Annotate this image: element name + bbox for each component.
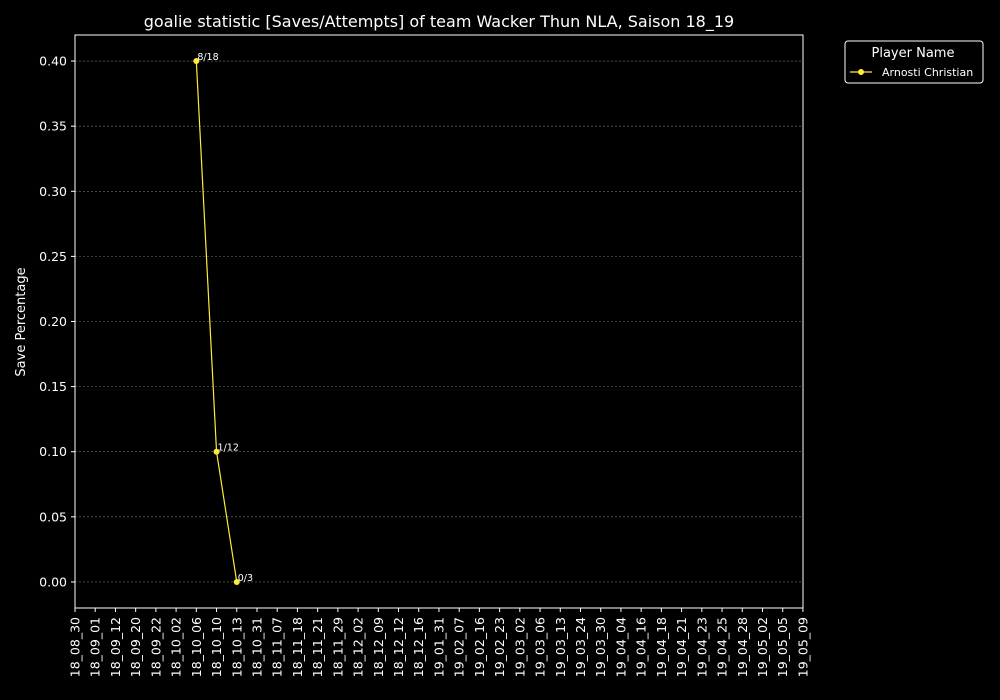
data-point	[213, 448, 220, 455]
x-tick-label: 19_03_30	[593, 617, 608, 677]
y-axis: 0.00 0.05 0.10 0.15 0.20 0.25 0.30 0.35 0.40	[39, 54, 75, 589]
y-tick-label: 0.10	[39, 444, 67, 459]
x-tick-label: 19_03_24	[573, 617, 588, 677]
y-tick-label: 0.25	[39, 249, 67, 264]
y-tick-label: 0.40	[39, 54, 67, 69]
x-tick-label: 18_10_10	[209, 617, 224, 677]
x-tick-label: 18_09_20	[128, 617, 143, 677]
x-tick-label: 18_12_16	[411, 617, 426, 677]
x-tick-label: 19_03_02	[512, 617, 527, 677]
x-tick-label: 18_09_12	[108, 617, 123, 677]
x-tick-label: 19_04_16	[634, 617, 649, 677]
legend-marker	[858, 69, 864, 75]
y-tick-label: 0.35	[39, 119, 67, 134]
y-tick-label: 0.30	[39, 184, 67, 199]
x-tick-label: 19_01_31	[431, 617, 446, 677]
legend-box	[844, 40, 984, 84]
y-tick-label: 0.00	[39, 574, 67, 589]
x-tick-label: 19_04_21	[674, 617, 689, 677]
y-tick-label: 0.15	[39, 379, 67, 394]
chart-title: goalie statistic [Saves/Attempts] of tea…	[144, 12, 734, 32]
x-tick-label: 19_02_07	[452, 617, 467, 677]
y-axis-label: Save Percentage	[14, 267, 29, 376]
x-tick-label: 19_04_23	[694, 617, 709, 677]
x-tick-label: 18_09_22	[148, 617, 163, 677]
x-tick-label: 19_04_04	[613, 617, 628, 677]
y-tick-label: 0.05	[39, 509, 67, 524]
x-tick-label: 18_11_21	[310, 617, 325, 677]
x-tick-label: 19_05_09	[795, 617, 810, 677]
x-tick-label: 19_05_05	[775, 617, 790, 677]
x-tick-label: 19_04_28	[735, 617, 750, 677]
x-tick-label: 18_11_07	[270, 617, 285, 677]
x-tick-label: 18_10_06	[189, 617, 204, 677]
x-tick-label: 19_02_16	[472, 617, 487, 677]
grid-lines	[75, 60, 803, 583]
series-layer: 8/18 1/12 0/3	[193, 52, 253, 585]
x-axis: 18_08_30 18_09_01 18_09_12 18_09_20 18_09_22…	[68, 608, 810, 677]
data-label: 8/18	[197, 52, 218, 63]
legend-entry-label: Arnosti Christian	[882, 66, 973, 79]
x-tick-label: 19_05_02	[755, 617, 770, 677]
x-tick-label: 18_12_09	[371, 617, 386, 677]
x-tick-label: 19_03_06	[533, 617, 548, 677]
x-tick-label: 18_12_02	[351, 617, 366, 677]
x-tick-label: 18_12_12	[391, 617, 406, 677]
x-tick-label: 18_10_13	[229, 617, 244, 677]
legend-title: Player Name	[872, 46, 955, 61]
legend: Player Name Arnosti Christian	[844, 40, 984, 84]
x-tick-label: 18_11_18	[290, 617, 305, 677]
x-tick-label: 18_08_30	[68, 617, 83, 677]
data-point	[233, 578, 240, 585]
data-point	[193, 58, 200, 65]
y-tick-label: 0.20	[39, 314, 67, 329]
x-tick-label: 19_02_23	[492, 617, 507, 677]
x-tick-label: 19_04_25	[715, 617, 730, 677]
x-tick-label: 18_10_02	[169, 617, 184, 677]
data-label: 0/3	[238, 573, 253, 584]
x-tick-label: 18_09_01	[88, 617, 103, 677]
x-tick-label: 18_10_31	[249, 617, 264, 677]
x-tick-label: 19_03_13	[553, 617, 568, 677]
x-tick-label: 18_11_29	[330, 617, 345, 677]
x-tick-label: 19_04_18	[654, 617, 669, 677]
data-label: 1/12	[218, 443, 239, 454]
